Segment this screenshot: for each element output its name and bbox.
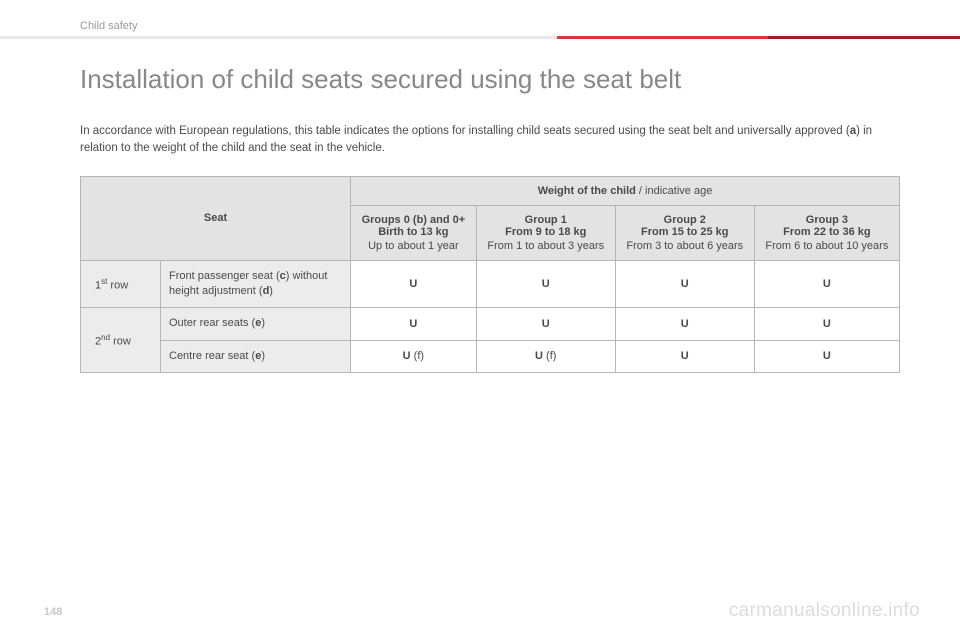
seat-header: Seat [81,176,351,260]
cell: U [615,308,754,340]
row-word: row [110,336,131,348]
cell-val: U [535,350,543,362]
group-3-name: Group 3 [806,214,848,226]
group-1-weight: From 9 to 18 kg [505,226,586,238]
cell: U [615,340,754,372]
cell: U [754,260,899,308]
row-1-label: 1st row [81,260,161,308]
cell: U [615,260,754,308]
cell: U [351,308,477,340]
cell-val: U [681,278,689,290]
cell-note: (f) [411,350,424,362]
intro-text-1: In accordance with European regulations,… [80,125,850,137]
row-word: row [107,279,128,291]
cell-val: U [681,318,689,330]
intro-paragraph: In accordance with European regulations,… [80,123,900,158]
weight-header-light: / indicative age [636,185,712,197]
group-2-name: Group 2 [664,214,706,226]
page-number: 148 [44,606,62,618]
cell: U (f) [476,340,615,372]
page-content: Installation of child seats secured usin… [80,64,900,373]
desc-text: Centre rear seat ( [169,350,255,362]
child-seat-table: Seat Weight of the child / indicative ag… [80,176,900,374]
cell-val: U [409,278,417,290]
group-1-name: Group 1 [525,214,567,226]
group-0-header: Groups 0 (b) and 0+ Birth to 13 kg Up to… [351,205,477,260]
row-2-seat-desc: Outer rear seats (e) [161,308,351,340]
group-3-header: Group 3 From 22 to 36 kg From 6 to about… [754,205,899,260]
cell: U [754,340,899,372]
cell-val: U [823,350,831,362]
table-row: Centre rear seat (e) U (f) U (f) U U [81,340,900,372]
group-2-header: Group 2 From 15 to 25 kg From 3 to about… [615,205,754,260]
desc-text: Outer rear seats ( [169,317,255,329]
group-2-weight: From 15 to 25 kg [641,226,728,238]
cell: U [476,308,615,340]
table-row: 2nd row Outer rear seats (e) U U U U [81,308,900,340]
row-2-label: 2nd row [81,308,161,373]
cell: U [754,308,899,340]
cell: U [476,260,615,308]
cell: U [351,260,477,308]
group-0-weight: Birth to 13 kg [378,226,448,238]
cell: U (f) [351,340,477,372]
table-row: 1st row Front passenger seat (c) without… [81,260,900,308]
cell-val: U [823,318,831,330]
cell-val: U [542,318,550,330]
cell-val: U [409,318,417,330]
row-ord: nd [101,333,110,342]
weight-header: Weight of the child / indicative age [351,176,900,205]
group-1-age: From 1 to about 3 years [487,240,605,252]
cell-val: U [542,278,550,290]
group-2-age: From 3 to about 6 years [626,240,744,252]
group-1-header: Group 1 From 9 to 18 kg From 1 to about … [476,205,615,260]
desc-text: ) [261,350,265,362]
watermark: carmanualsonline.info [729,600,920,622]
desc-text: ) [269,285,273,297]
row-1-seat-desc: Front passenger seat (c) without height … [161,260,351,308]
table-header-row-1: Seat Weight of the child / indicative ag… [81,176,900,205]
desc-text: Front passenger seat ( [169,270,280,282]
group-0-age: Up to about 1 year [361,240,466,252]
row-3-seat-desc: Centre rear seat (e) [161,340,351,372]
cell-val: U [403,350,411,362]
cell-val: U [823,278,831,290]
group-3-age: From 6 to about 10 years [765,240,889,252]
header-accent-bar [0,36,960,39]
group-3-weight: From 22 to 36 kg [783,226,870,238]
cell-val: U [681,350,689,362]
breadcrumb: Child safety [80,20,137,32]
page-title: Installation of child seats secured usin… [80,64,900,95]
cell-note: (f) [543,350,556,362]
weight-header-bold: Weight of the child [538,185,636,197]
group-0-name: Groups 0 (b) and 0+ [362,214,466,226]
desc-text: ) [261,317,265,329]
